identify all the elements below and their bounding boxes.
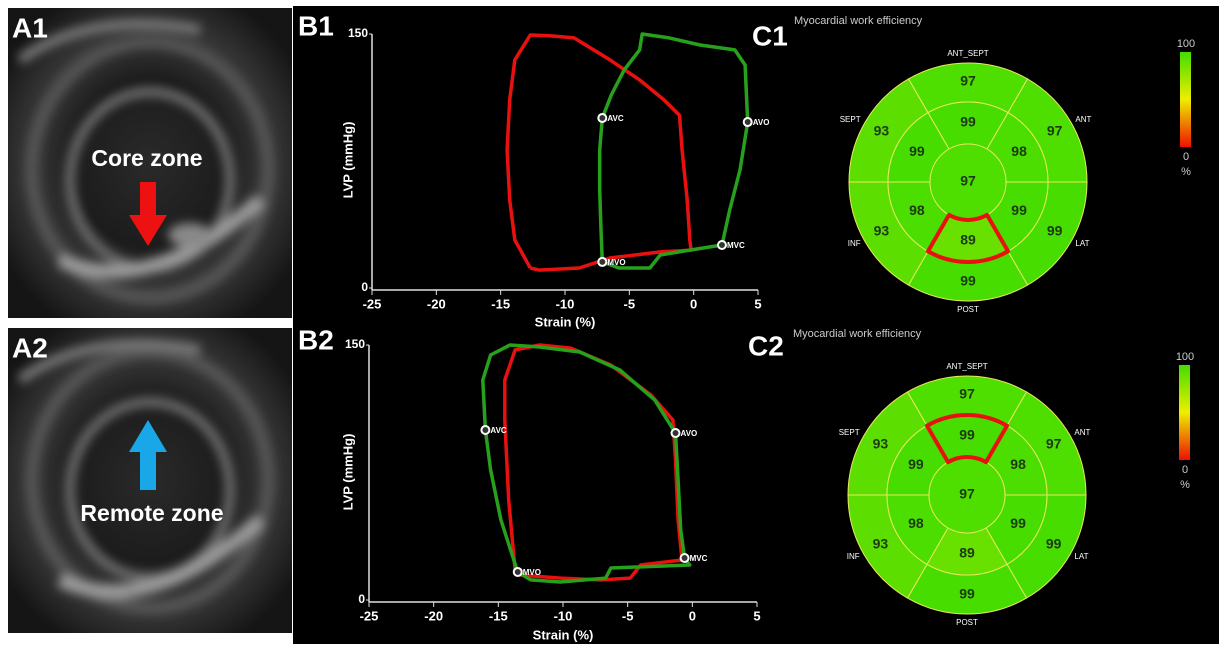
segment-value: 93 xyxy=(873,536,889,552)
panel-label: B1 xyxy=(298,10,334,41)
panel-label: A1 xyxy=(12,12,48,43)
segment-value: 98 xyxy=(909,202,925,218)
segment-value: 97 xyxy=(1047,123,1063,139)
valve-label: MVC xyxy=(690,554,708,563)
segment-name: INF xyxy=(847,552,860,561)
valve-label: AVC xyxy=(490,426,507,435)
valve-marker xyxy=(514,568,522,576)
segment-value: 97 xyxy=(960,73,976,89)
segment-value: 97 xyxy=(960,173,976,189)
segment-value: 99 xyxy=(1010,515,1026,531)
segment-value: 97 xyxy=(959,486,975,502)
y-tick-label: 0 xyxy=(358,592,365,606)
x-tick-label: -20 xyxy=(427,296,446,311)
segment-value: 99 xyxy=(959,427,975,443)
valve-marker xyxy=(598,258,606,266)
colorbar-label: 0 xyxy=(1182,464,1188,476)
y-axis-label: LVP (mmHg) xyxy=(340,434,355,511)
valve-label: MVO xyxy=(607,258,625,267)
x-tick-label: 5 xyxy=(753,608,760,623)
colorbar-label: 0 xyxy=(1183,151,1189,163)
colorbar-unit: % xyxy=(1181,166,1191,178)
mri-panel: A1 Core zone xyxy=(8,8,292,318)
colorbar xyxy=(1180,52,1191,147)
valve-label: AVC xyxy=(607,114,624,123)
x-axis-label: Strain (%) xyxy=(533,627,594,642)
x-tick-label: -10 xyxy=(556,296,575,311)
y-tick-label: 150 xyxy=(348,26,368,40)
segment-value: 97 xyxy=(959,386,975,402)
panel-label: B2 xyxy=(298,324,334,355)
y-tick-label: 0 xyxy=(361,280,368,294)
valve-label: AVO xyxy=(681,429,698,438)
segment-value: 98 xyxy=(1011,143,1027,159)
chart-title: Myocardial work efficiency xyxy=(793,328,922,340)
valve-label: MVO xyxy=(523,568,541,577)
segment-name: ANT_SEPT xyxy=(946,362,987,371)
segment-value: 99 xyxy=(908,456,924,472)
x-tick-label: -5 xyxy=(622,608,634,623)
x-axis-label: Strain (%) xyxy=(535,314,596,329)
zone-label: Core zone xyxy=(91,145,202,171)
segment-value: 98 xyxy=(1010,456,1026,472)
mri-panel: A2 Remote zone xyxy=(8,328,292,633)
valve-marker xyxy=(718,241,726,249)
zone-label: Remote zone xyxy=(80,500,223,526)
valve-marker xyxy=(672,429,680,437)
segment-name: ANT xyxy=(1075,115,1091,124)
segment-value: 99 xyxy=(960,273,976,289)
segment-name: SEPT xyxy=(839,428,860,437)
panel-label: C2 xyxy=(748,330,784,361)
segment-value: 93 xyxy=(874,223,890,239)
segment-value: 89 xyxy=(960,232,976,248)
x-tick-label: -25 xyxy=(363,296,382,311)
segment-name: POST xyxy=(956,618,978,627)
segment-value: 99 xyxy=(959,586,975,602)
x-tick-label: 5 xyxy=(754,296,761,311)
figure: A1 Core zone A2 Remote zone -25 -20 -15 -10… xyxy=(0,0,1222,647)
segment-name: ANT xyxy=(1074,428,1090,437)
segment-value: 93 xyxy=(874,123,890,139)
x-tick-label: -25 xyxy=(360,608,379,623)
colorbar-unit: % xyxy=(1180,479,1190,491)
segment-name: INF xyxy=(848,239,861,248)
segment-value: 99 xyxy=(1046,536,1062,552)
x-tick-label: -20 xyxy=(424,608,443,623)
segment-name: LAT xyxy=(1075,239,1089,248)
segment-value: 97 xyxy=(1046,436,1062,452)
valve-marker xyxy=(481,426,489,434)
colorbar-label: 100 xyxy=(1177,38,1195,50)
x-tick-label: -10 xyxy=(554,608,573,623)
segment-value: 89 xyxy=(959,545,975,561)
x-tick-label: -15 xyxy=(489,608,508,623)
segment-value: 99 xyxy=(909,143,925,159)
panel-label: A2 xyxy=(12,332,48,363)
chart-background xyxy=(293,6,1219,644)
segment-value: 99 xyxy=(1011,202,1027,218)
segment-value: 99 xyxy=(960,114,976,130)
segment-value: 99 xyxy=(1047,223,1063,239)
valve-label: AVO xyxy=(753,118,770,127)
panel-label: C1 xyxy=(752,20,788,51)
valve-label: MVC xyxy=(727,241,745,250)
segment-name: LAT xyxy=(1074,552,1088,561)
page: A1 Core zone A2 Remote zone -25 -20 -15 -10… xyxy=(0,0,1222,647)
x-tick-label: 0 xyxy=(690,296,697,311)
y-axis-label: LVP (mmHg) xyxy=(340,122,355,199)
x-tick-label: -5 xyxy=(624,296,636,311)
y-tick-label: 150 xyxy=(345,337,365,351)
x-tick-label: 0 xyxy=(689,608,696,623)
segment-name: ANT_SEPT xyxy=(947,49,988,58)
segment-name: POST xyxy=(957,305,979,314)
colorbar xyxy=(1179,365,1190,460)
segment-name: SEPT xyxy=(840,115,861,124)
x-tick-label: -15 xyxy=(491,296,510,311)
chart-title: Myocardial work efficiency xyxy=(794,15,923,27)
valve-marker xyxy=(681,554,689,562)
valve-marker xyxy=(744,118,752,126)
valve-marker xyxy=(598,114,606,122)
segment-value: 93 xyxy=(873,436,889,452)
colorbar-label: 100 xyxy=(1176,351,1194,363)
segment-value: 98 xyxy=(908,515,924,531)
